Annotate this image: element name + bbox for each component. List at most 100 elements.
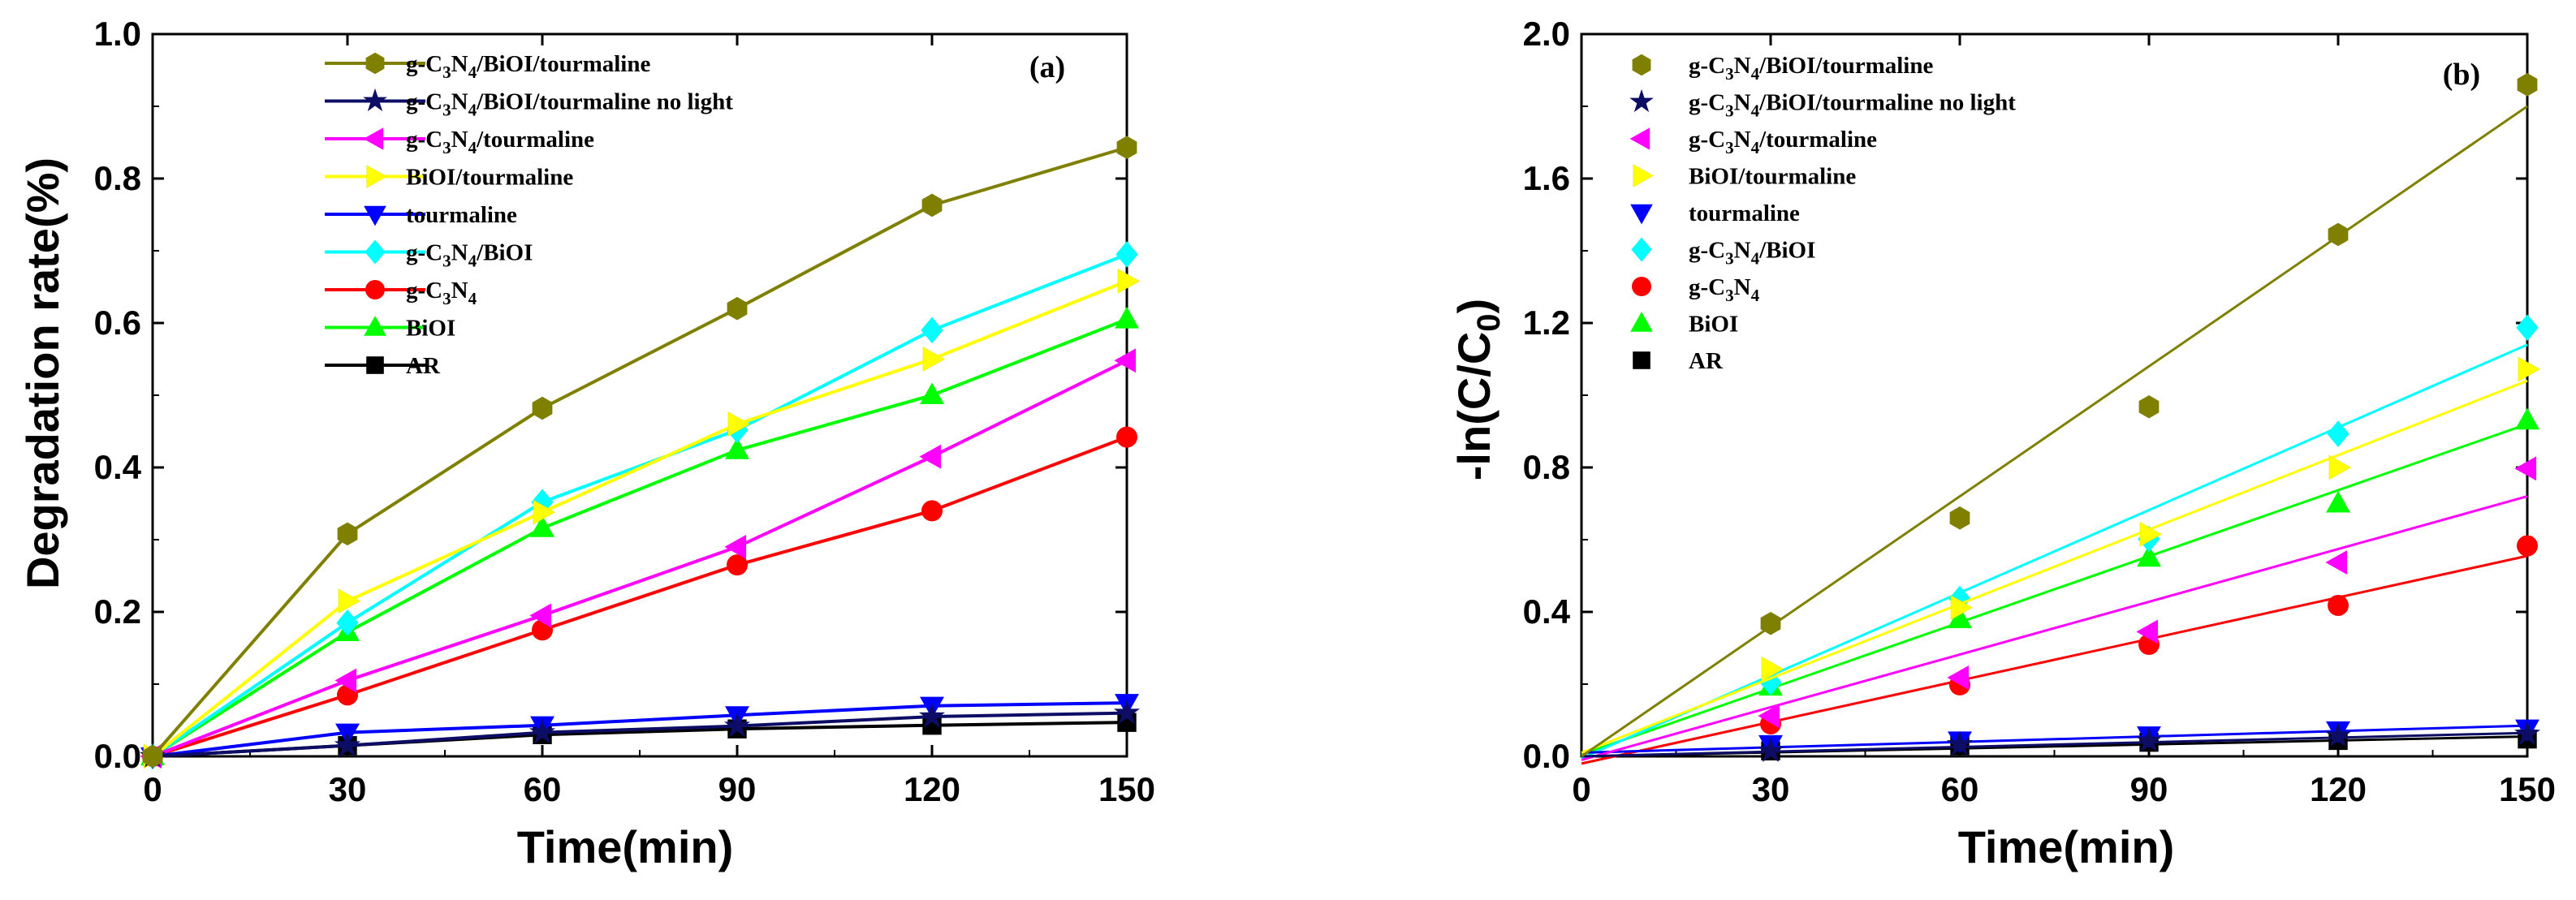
data-point <box>727 411 751 437</box>
data-point <box>2325 550 2348 575</box>
data-point <box>529 718 556 744</box>
panel-label: (b) <box>2443 58 2480 92</box>
series-bioi <box>140 306 1139 766</box>
y-tick-label: 1.2 <box>1523 304 1570 342</box>
x-tick-label: 120 <box>904 770 960 808</box>
data-point <box>1117 269 1141 294</box>
x-tick-label: 0 <box>1572 770 1590 808</box>
data-point <box>532 396 553 420</box>
data-point <box>1116 426 1137 448</box>
legend-label: g-C3​N4​/BiOI <box>406 240 533 271</box>
data-point <box>1114 348 1137 373</box>
legend-item: BiOI/tourmaline <box>1633 164 1856 190</box>
legend-label: g-C3​N4​ <box>406 278 477 308</box>
x-axis-title: Time(min) <box>1958 821 2175 872</box>
x-tick-label: 0 <box>143 770 162 808</box>
panel-label: (a) <box>1029 50 1065 84</box>
series-g-c3n4-bioi-tourmaline <box>142 136 1137 769</box>
legend-item: g-C3​N4​/BiOI <box>325 239 533 271</box>
data-point <box>1758 704 1780 729</box>
data-point <box>1116 136 1137 160</box>
x-tick-label: 30 <box>1752 770 1790 808</box>
series-g-c3n4-bioi <box>1581 314 2539 760</box>
data-point <box>727 554 748 576</box>
fit-line <box>1581 731 2528 758</box>
data-point <box>2138 394 2160 419</box>
y-tick-label: 2.0 <box>1523 15 1570 53</box>
fit-line <box>1581 724 2528 755</box>
data-point <box>2517 535 2538 557</box>
plot-frame <box>151 32 1128 758</box>
data-point <box>1949 506 1970 530</box>
data-point <box>920 382 944 405</box>
series-line <box>152 711 1128 758</box>
data-point <box>2516 314 2539 342</box>
legend-marker <box>1633 351 1650 369</box>
legend-label: BiOI <box>406 316 455 342</box>
data-point <box>919 444 942 469</box>
legend-marker <box>1632 277 1651 296</box>
legend-marker <box>365 280 385 299</box>
data-point <box>1947 665 1970 690</box>
data-point <box>2137 545 2161 567</box>
legend-item: g-C3​N4​/tourmaline <box>325 127 594 157</box>
y-tick-label: 0.6 <box>94 304 141 342</box>
y-tick-label: 0.4 <box>94 448 142 486</box>
data-point <box>725 437 749 459</box>
y-tick-label: 0.8 <box>1523 448 1570 486</box>
legend-label: g-C3​N4​/BiOI/tourmaline no light <box>1689 90 2016 121</box>
data-point <box>921 317 943 344</box>
y-tick-label: 0.0 <box>1523 737 1570 775</box>
series-g-c3n4-bioi <box>141 241 1138 770</box>
data-point <box>334 731 361 757</box>
y-tick-label: 0.0 <box>94 737 141 775</box>
y-axis-title: Degradation rate(%) <box>17 157 68 589</box>
data-point <box>727 296 748 321</box>
legend-label: BiOI/tourmaline <box>406 165 573 191</box>
legend-marker <box>363 127 384 150</box>
legend-item: BiOI <box>1630 312 1738 338</box>
legend-marker <box>366 165 387 188</box>
y-tick-label: 0.4 <box>1523 592 1571 631</box>
legend-marker <box>365 52 385 75</box>
legend-item: g-C3​N4​/tourmaline <box>1629 127 1877 157</box>
legend-item: g-C3​N4​/BiOI/tourmaline no light <box>1629 88 2016 121</box>
data-point <box>1948 606 1972 628</box>
y-axis-title: -ln(C/C0​) <box>1448 299 1507 480</box>
data-point <box>2324 721 2352 747</box>
legend-item: g-C3​N4​/BiOI/tourmaline <box>1632 53 1933 84</box>
legend-item: g-C3​N4​ <box>325 278 477 308</box>
data-point <box>2328 222 2349 247</box>
series-bioi-tourmaline <box>1581 356 2541 754</box>
data-point <box>2139 521 2163 547</box>
fit-line <box>1581 495 2528 761</box>
x-tick-label: 120 <box>2310 770 2367 808</box>
data-point <box>1761 656 1784 682</box>
series-line <box>151 317 1128 758</box>
legend-label: g-C3​N4​/BiOI/tourmaline <box>406 51 650 82</box>
fit-line <box>1581 343 2528 760</box>
x-tick-label: 60 <box>524 770 562 808</box>
y-tick-label: 1.6 <box>1523 159 1570 197</box>
series-line <box>151 145 1128 758</box>
data-point <box>2135 726 2163 752</box>
fit-line <box>1581 554 2528 765</box>
fit-line <box>1581 379 2528 754</box>
data-point <box>1115 241 1138 268</box>
legend-item: g-C3​N4​/BiOI/tourmaline <box>325 51 650 82</box>
data-point <box>2517 73 2538 97</box>
series-bioi-tourmaline <box>143 269 1141 769</box>
data-point <box>2513 720 2541 746</box>
data-point <box>921 500 943 522</box>
legend-label: tourmaline <box>1689 200 1800 226</box>
series-g-c3n4-bioi-tourmaline <box>1581 73 2538 758</box>
fit-line <box>1581 105 2528 758</box>
x-tick-label: 150 <box>1098 770 1155 808</box>
data-point <box>334 668 357 693</box>
data-point <box>530 515 554 537</box>
legend-marker <box>1631 237 1652 262</box>
data-point <box>142 744 163 769</box>
legend-label: BiOI/tourmaline <box>1689 164 1856 190</box>
series-g-c3n4-tourmaline <box>140 348 1137 769</box>
